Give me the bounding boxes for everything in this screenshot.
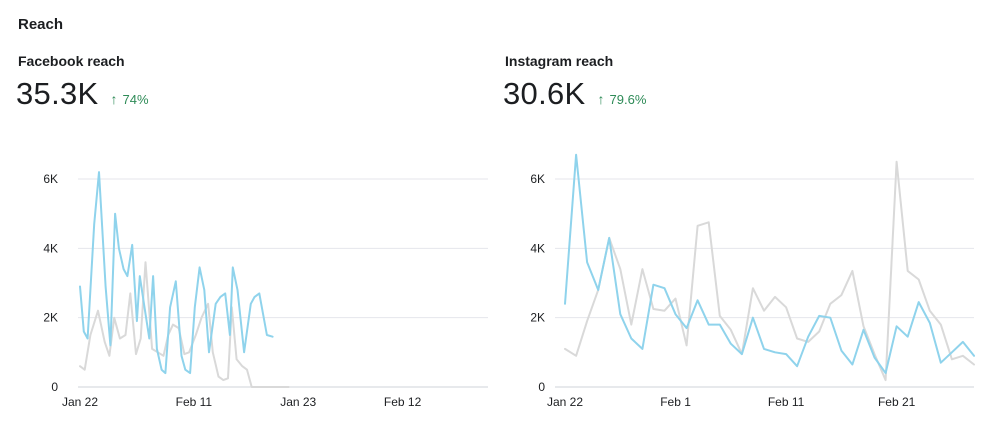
y-tick-label: 6K xyxy=(43,172,58,186)
instagram-reach-card: Instagram reach 30.6K ↑ 79.6% 0 2K 4K 6K Jan… xyxy=(487,0,977,432)
x-tick-label: Jan 23 xyxy=(280,395,316,409)
current-period-line xyxy=(564,153,975,375)
delta-value: 79.6% xyxy=(609,92,647,107)
facebook-reach-line-chart[interactable]: 0 2K 4K 6K Jan 22 Feb 11 Jan 23 Feb 12 xyxy=(0,0,490,432)
x-tick-label: Feb 21 xyxy=(878,395,916,409)
arrow-up-icon: ↑ xyxy=(110,91,118,107)
x-tick-label: Feb 12 xyxy=(384,395,422,409)
delta-badge: ↑ 79.6% xyxy=(598,91,647,107)
x-tick-label: Feb 1 xyxy=(660,395,691,409)
facebook-reach-card: Facebook reach 35.3K ↑ 74% 0 2K 4K 6K Jan 22… xyxy=(0,0,490,432)
instagram-reach-line-chart[interactable]: 0 2K 4K 6K Jan 22 Feb 1 Feb 11 Feb 21 xyxy=(487,0,977,432)
y-tick-label: 6K xyxy=(530,172,545,186)
y-tick-label: 0 xyxy=(51,380,58,394)
y-tick-label: 2K xyxy=(530,311,545,325)
delta-value: 74% xyxy=(122,92,149,107)
y-tick-label: 2K xyxy=(43,311,58,325)
x-tick-label: Feb 11 xyxy=(768,395,805,409)
current-period-line xyxy=(79,171,274,375)
previous-period-line xyxy=(79,261,290,388)
arrow-up-icon: ↑ xyxy=(597,91,605,107)
x-tick-label: Jan 22 xyxy=(62,395,98,409)
y-tick-label: 0 xyxy=(538,380,545,394)
y-tick-label: 4K xyxy=(43,241,58,255)
x-tick-label: Jan 22 xyxy=(547,395,583,409)
metric-row: 30.6K ↑ 79.6% xyxy=(503,76,646,112)
reach-total-value: 30.6K xyxy=(503,76,586,111)
metric-row: 35.3K ↑ 74% xyxy=(16,76,149,112)
x-tick-label: Feb 11 xyxy=(176,395,213,409)
chart-title: Instagram reach xyxy=(505,53,614,69)
section-title: Reach xyxy=(18,16,64,33)
y-tick-label: 4K xyxy=(530,241,545,255)
previous-period-line xyxy=(564,160,975,382)
reach-total-value: 35.3K xyxy=(16,76,99,111)
delta-badge: ↑ 74% xyxy=(111,91,149,107)
chart-title: Facebook reach xyxy=(18,53,125,69)
